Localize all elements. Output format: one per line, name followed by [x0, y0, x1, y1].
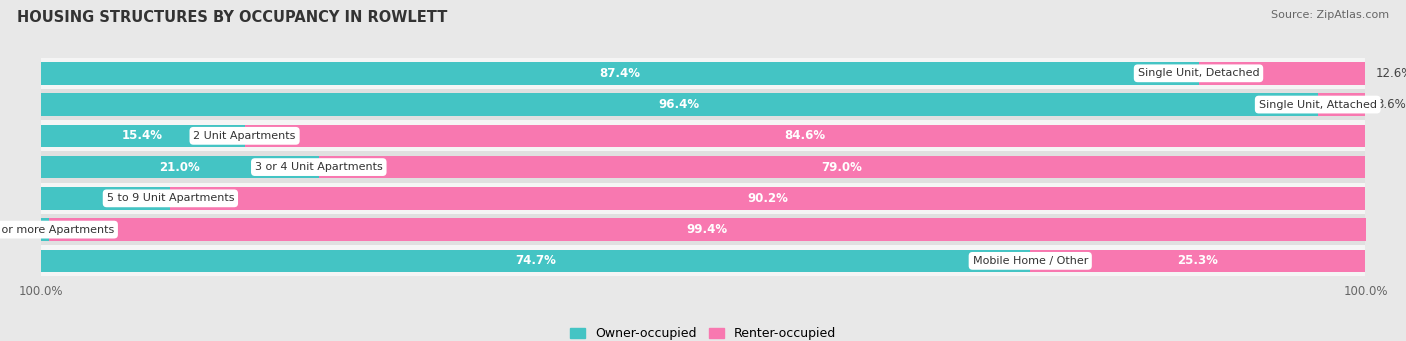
- Text: 0.63%: 0.63%: [1, 223, 38, 236]
- Text: 2 Unit Apartments: 2 Unit Apartments: [194, 131, 295, 141]
- Bar: [41, 183, 1365, 214]
- Text: Single Unit, Detached: Single Unit, Detached: [1137, 68, 1260, 78]
- Text: 25.3%: 25.3%: [1177, 254, 1218, 267]
- Text: 12.6%: 12.6%: [1376, 67, 1406, 80]
- Text: 5 to 9 Unit Apartments: 5 to 9 Unit Apartments: [107, 193, 235, 203]
- Bar: [49, 218, 1365, 241]
- Bar: [41, 218, 49, 241]
- Text: 87.4%: 87.4%: [599, 67, 640, 80]
- Text: 99.4%: 99.4%: [686, 223, 728, 236]
- Bar: [41, 214, 1365, 245]
- Bar: [41, 120, 1365, 151]
- Text: 74.7%: 74.7%: [515, 254, 555, 267]
- Bar: [41, 245, 1365, 277]
- Text: 96.4%: 96.4%: [658, 98, 700, 111]
- Bar: [41, 62, 1198, 85]
- Bar: [41, 187, 170, 210]
- Bar: [41, 250, 1031, 272]
- Text: 3.6%: 3.6%: [1376, 98, 1406, 111]
- Text: 15.4%: 15.4%: [122, 129, 163, 142]
- Text: Mobile Home / Other: Mobile Home / Other: [973, 256, 1088, 266]
- Bar: [41, 89, 1365, 120]
- Bar: [41, 58, 1365, 89]
- Bar: [245, 124, 1365, 147]
- Text: 10 or more Apartments: 10 or more Apartments: [0, 225, 114, 235]
- Bar: [1198, 62, 1365, 85]
- Bar: [170, 187, 1365, 210]
- Text: Source: ZipAtlas.com: Source: ZipAtlas.com: [1271, 10, 1389, 20]
- Bar: [41, 124, 245, 147]
- Text: HOUSING STRUCTURES BY OCCUPANCY IN ROWLETT: HOUSING STRUCTURES BY OCCUPANCY IN ROWLE…: [17, 10, 447, 25]
- Legend: Owner-occupied, Renter-occupied: Owner-occupied, Renter-occupied: [565, 322, 841, 341]
- Bar: [41, 156, 319, 178]
- Text: 90.2%: 90.2%: [748, 192, 789, 205]
- Text: 21.0%: 21.0%: [159, 161, 200, 174]
- Text: Single Unit, Attached: Single Unit, Attached: [1258, 100, 1376, 109]
- Text: 84.6%: 84.6%: [785, 129, 825, 142]
- Bar: [41, 151, 1365, 183]
- Bar: [41, 93, 1317, 116]
- Text: 79.0%: 79.0%: [821, 161, 862, 174]
- Text: 9.8%: 9.8%: [129, 192, 160, 205]
- Bar: [1031, 250, 1365, 272]
- Text: 3 or 4 Unit Apartments: 3 or 4 Unit Apartments: [254, 162, 382, 172]
- Bar: [1317, 93, 1365, 116]
- Bar: [319, 156, 1365, 178]
